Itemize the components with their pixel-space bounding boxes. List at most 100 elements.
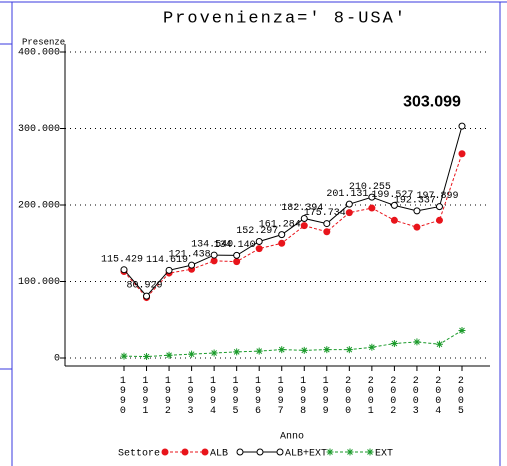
x-tick-label: 1992 [162,376,173,416]
marker [366,448,374,456]
data-label: 121.438 [169,250,211,261]
x-tick-label: 1998 [298,376,309,416]
marker [413,223,421,231]
marker [300,214,308,222]
marker [181,448,189,456]
series-line [123,125,463,297]
marker [345,346,353,354]
marker [210,349,218,357]
x-tick-label: 2003 [410,376,421,416]
y-tick-label: 200.000 [18,201,60,212]
series-line [123,330,463,358]
data-label: 134.540 [191,240,233,251]
marker [368,343,376,351]
marker [345,209,353,217]
marker [413,207,421,215]
marker [390,216,398,224]
x-tick-label: 1994 [207,376,218,416]
data-label: 115.429 [101,254,143,265]
marker [390,339,398,347]
marker [345,200,353,208]
x-tick-label: 1999 [320,376,331,416]
x-tick-label: 1991 [140,376,151,416]
y-tick-label: 400.000 [18,48,60,59]
marker [458,150,466,158]
marker [233,251,241,259]
marker [210,257,218,265]
marker [278,346,286,354]
marker [435,340,443,348]
marker [161,448,169,456]
x-tick-label: 2000 [343,376,354,416]
marker [390,201,398,209]
marker [326,448,334,456]
x-axis-label: Anno [280,432,304,443]
marker [346,448,354,456]
marker [368,204,376,212]
data-label: 192.337 [394,196,436,207]
data-label: 210.255 [349,182,391,193]
data-label: 182.394 [281,203,323,214]
data-label: 134.140 [214,240,256,251]
x-tick-label: 1997 [275,376,286,416]
data-label: 199.527 [371,190,413,201]
data-label: 80.929 [127,281,163,292]
marker [323,346,331,354]
series-line [123,153,463,299]
x-tick-label: 1996 [253,376,264,416]
x-tick-label: 2004 [433,376,444,416]
marker [435,216,443,224]
marker [188,261,196,269]
legend-label: ALB [210,449,228,460]
y-axis-label: Presenze [22,37,65,47]
y-tick-label: 0 [54,354,60,365]
x-tick-label: 1993 [185,376,196,416]
marker [323,220,331,228]
marker [300,346,308,354]
marker [201,448,209,456]
marker [165,351,173,359]
x-tick-label: 2002 [388,376,399,416]
x-tick-label: 1995 [230,376,241,416]
marker [276,448,284,456]
legend-label: EXT [375,449,393,460]
legend-label: ALB+EXT [285,449,327,460]
marker [278,231,286,239]
marker [413,338,421,346]
marker [143,353,151,361]
marker [188,350,196,358]
data-label: 201.131 [326,189,368,200]
marker [255,237,263,245]
marker [233,348,241,356]
data-label: 161.284 [259,219,301,230]
data-label: 152.297 [236,226,278,237]
y-tick-label: 100.000 [18,277,60,288]
marker [120,352,128,360]
marker [255,245,263,253]
marker [323,228,331,236]
marker [233,258,241,266]
marker [368,193,376,201]
marker [236,448,244,456]
data-label: 197.899 [416,191,458,202]
x-tick-label: 2001 [365,376,376,416]
chart-title: Provenienza=' 8-USA' [163,9,407,28]
marker [255,347,263,355]
data-label: 175.734 [304,208,346,219]
marker [256,448,264,456]
data-label: 303.099 [403,93,461,110]
marker [210,251,218,259]
marker [435,203,443,211]
x-tick-label: 1990 [117,376,128,416]
y-tick-label: 300.000 [18,124,60,135]
marker [143,292,151,300]
data-label: 114.619 [146,255,188,266]
marker [300,222,308,230]
x-tick-label: 2005 [455,376,466,416]
marker [278,239,286,247]
marker [458,122,466,130]
legend-title: Settore [118,449,160,460]
marker [458,326,466,334]
marker [165,266,173,274]
